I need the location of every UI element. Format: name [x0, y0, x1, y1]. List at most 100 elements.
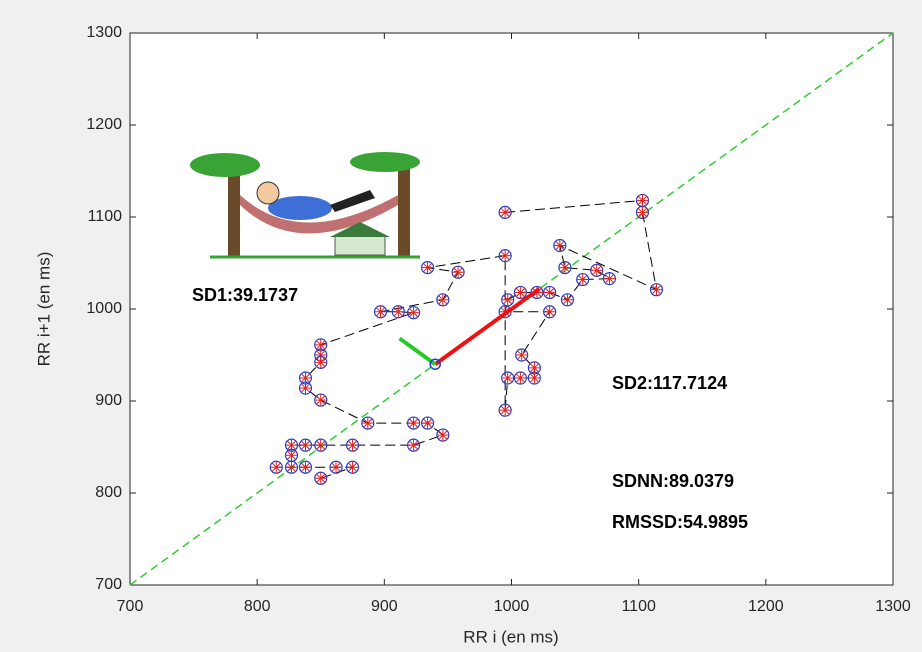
rr-point	[498, 249, 512, 263]
marker-cross	[286, 462, 297, 472]
annotation: RMSSD:54.9895	[612, 512, 748, 532]
annotation: SD2:117.7124	[612, 373, 727, 393]
rr-point	[298, 460, 313, 474]
marker-cross	[604, 274, 614, 284]
x-tick-label: 1100	[621, 598, 656, 615]
marker-cross	[347, 462, 358, 472]
y-tick-label: 1000	[86, 300, 122, 317]
rr-point	[391, 305, 405, 319]
marker-cross	[409, 440, 419, 450]
marker-cross	[529, 363, 539, 373]
y-tick-label: 800	[95, 484, 122, 501]
y-tick-label: 700	[95, 576, 122, 593]
marker-cross	[316, 357, 326, 367]
marker-cross	[316, 395, 326, 405]
marker-cross	[316, 340, 326, 350]
annotation: SD1:39.1737	[192, 285, 298, 305]
y-tick-label: 1300	[86, 24, 122, 41]
rr-point	[329, 460, 343, 474]
marker-cross	[286, 440, 297, 450]
rr-point	[515, 348, 529, 362]
marker-cross	[300, 373, 311, 383]
hammock-illustration	[190, 152, 420, 259]
rr-point	[543, 285, 557, 300]
rr-point	[501, 371, 515, 385]
marker-cross	[545, 287, 555, 297]
rr-point	[513, 285, 528, 300]
marker-cross	[331, 462, 341, 472]
marker-cross	[438, 295, 448, 305]
marker-cross	[517, 350, 527, 360]
x-tick-label: 1000	[494, 598, 530, 615]
marker-cross	[300, 462, 311, 472]
marker-cross	[423, 263, 433, 273]
marker-cross	[637, 195, 648, 205]
marker-cross	[363, 418, 373, 428]
rr-point	[498, 403, 512, 417]
sd1-line	[398, 336, 437, 366]
marker-cross	[515, 373, 525, 383]
rr-point	[436, 428, 450, 442]
rr-point	[298, 438, 313, 452]
x-tick-label: 1300	[875, 598, 911, 615]
marker-cross	[545, 307, 555, 317]
x-axis-label: RR i (en ms)	[463, 627, 558, 646]
rr-point	[345, 438, 360, 452]
marker-cross	[500, 405, 510, 415]
rr-point	[406, 416, 421, 430]
rr-point	[635, 205, 650, 219]
rr-point	[436, 293, 450, 307]
rr-point	[269, 460, 283, 474]
y-tick-label: 1200	[86, 116, 122, 133]
rr-point	[420, 261, 435, 275]
marker-cross	[578, 275, 588, 285]
marker-cross	[503, 373, 513, 383]
rr-point	[361, 416, 375, 430]
marker-cross	[529, 373, 539, 383]
marker-cross	[453, 267, 463, 277]
marker-cross	[423, 418, 433, 428]
rr-point	[560, 293, 575, 307]
rr-point	[498, 205, 512, 219]
marker-cross	[562, 295, 573, 305]
rr-point	[543, 305, 557, 319]
marker-cross	[500, 251, 510, 261]
x-tick-label: 900	[371, 598, 398, 615]
annotation: SDNN:89.0379	[612, 471, 734, 491]
rr-point	[602, 272, 617, 286]
marker-cross	[409, 308, 419, 318]
marker-cross	[637, 207, 648, 217]
rr-point	[576, 272, 590, 287]
rr-point	[298, 381, 313, 395]
rr-point	[284, 448, 299, 462]
marker-cross	[560, 263, 570, 273]
y-tick-label: 900	[95, 392, 122, 409]
rr-point	[314, 393, 328, 407]
marker-cross	[300, 383, 311, 393]
rr-point	[451, 265, 465, 279]
rr-point	[406, 438, 421, 452]
marker-cross	[592, 265, 602, 275]
marker-cross	[393, 307, 403, 317]
marker-cross	[300, 440, 311, 450]
x-tick-label: 800	[244, 598, 271, 615]
x-tick-label: 700	[117, 598, 144, 615]
x-tick-label: 1200	[748, 598, 784, 615]
rr-point	[345, 460, 360, 474]
rr-point	[373, 305, 388, 319]
marker-cross	[555, 240, 565, 251]
marker-cross	[651, 285, 662, 295]
rr-point	[553, 238, 567, 253]
y-axis-label: RR i+1 (en ms)	[34, 252, 53, 367]
rr-point	[406, 306, 421, 320]
y-tick-label: 1100	[88, 208, 123, 225]
sd2-line	[434, 287, 541, 366]
rr-point	[284, 460, 299, 474]
rr-point	[501, 293, 515, 307]
rr-point	[314, 471, 328, 485]
marker-cross	[515, 287, 525, 297]
marker-cross	[316, 350, 326, 360]
rr-point	[590, 263, 604, 277]
rr-point	[527, 371, 541, 385]
